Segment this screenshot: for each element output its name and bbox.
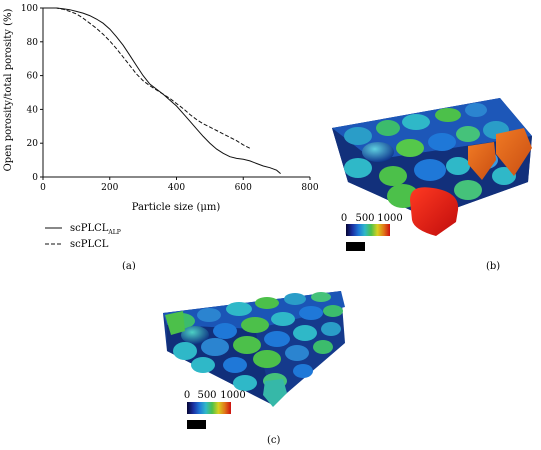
legend: scPLCLALP scPLCL xyxy=(45,223,121,250)
colorbar-c-tick-0: 0 xyxy=(184,390,190,401)
colorbar-c-tick-500: 500 xyxy=(197,390,216,401)
x-tick-label: 200 xyxy=(101,183,118,193)
chart-plot-area: 0 200 400 600 800 0 20 40 60 80 100 xyxy=(21,4,319,193)
colorbar-b-tick-1000: 1000 xyxy=(377,213,402,224)
y-tick-label: 60 xyxy=(27,72,39,82)
panel-c-3d-render: 0 500 1000 (c) xyxy=(163,291,345,446)
colorbar-c: 0 500 1000 xyxy=(184,390,246,429)
panel-label-b: (b) xyxy=(486,261,500,272)
legend-label-dashed: scPLCL xyxy=(70,239,109,250)
x-tick-label: 600 xyxy=(235,183,252,193)
legend-label-solid-name: scPLCL xyxy=(70,223,109,234)
y-tick-label: 40 xyxy=(27,105,39,115)
colorbar-b: 0 500 1000 xyxy=(341,213,403,251)
scaffold-volume-c xyxy=(163,291,345,407)
series-line-dashed xyxy=(43,7,251,149)
panel-label-c: (c) xyxy=(267,435,281,446)
x-tick-label: 400 xyxy=(168,183,185,193)
scale-bar-c xyxy=(187,420,206,429)
y-tick-label: 80 xyxy=(27,38,39,48)
scale-bar-b xyxy=(346,242,365,251)
panel-label-a: (a) xyxy=(122,261,136,270)
y-tick-label: 20 xyxy=(27,139,39,149)
colorbar-c-gradient xyxy=(187,402,231,414)
colorbar-b-tick-0: 0 xyxy=(341,213,347,224)
series-line-solid xyxy=(43,7,281,174)
x-axis-title: Particle size (μm) xyxy=(132,202,221,213)
colorbar-c-tick-1000: 1000 xyxy=(220,390,245,401)
panel-b-3d-render: 0 500 1000 (b) xyxy=(332,98,532,272)
y-tick-label: 100 xyxy=(21,4,38,14)
porosity-chart: 0 200 400 600 800 0 20 40 60 80 100 Open porosity/… xyxy=(3,4,319,270)
x-tick-label: 800 xyxy=(301,183,318,193)
legend-label-solid: scPLCLALP xyxy=(70,223,121,236)
x-tick-label: 0 xyxy=(40,183,46,193)
colorbar-b-gradient xyxy=(346,224,390,236)
y-tick-label: 0 xyxy=(32,173,38,183)
scaffold-volume-b xyxy=(332,98,532,236)
colorbar-b-tick-500: 500 xyxy=(355,213,374,224)
legend-label-solid-subscript: ALP xyxy=(107,229,120,236)
y-axis-title: Open porosity/total porosity (%) xyxy=(3,8,14,171)
